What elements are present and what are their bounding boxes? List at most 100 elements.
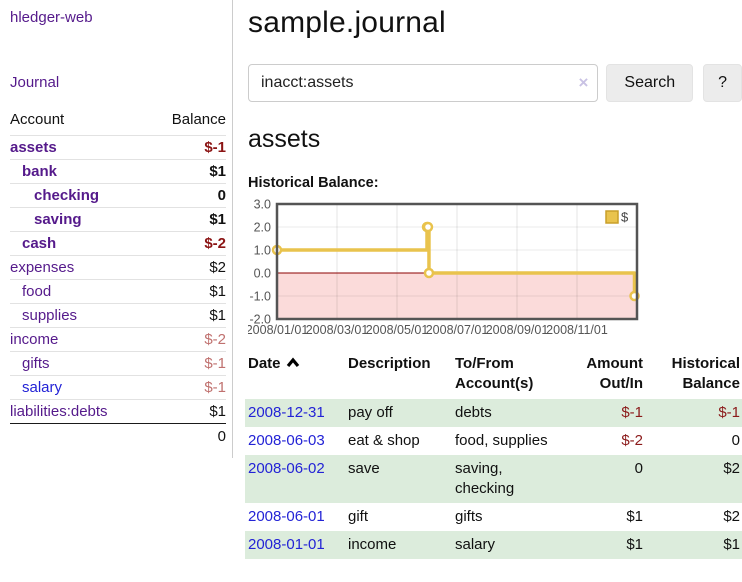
account-link-gifts[interactable]: gifts [10,355,50,372]
transaction-balance: $1 [645,531,742,559]
account-link-bank[interactable]: bank [10,163,57,180]
chart-legend: $ [603,209,633,226]
transaction-balance: $-1 [645,399,742,427]
column-header-description: Description [345,354,452,399]
transaction-amount: $-1 [565,399,645,427]
main-content: sample.journal × Search ? assets Histori… [233,0,742,582]
svg-text:2.0: 2.0 [254,221,271,235]
account-link-salary[interactable]: salary [10,379,62,396]
transaction-accounts: saving, checking [452,455,565,503]
transaction-balance: $2 [645,503,742,531]
transaction-row: 2008-06-03eat & shopfood, supplies$-20 [245,427,742,455]
sidebar-account-row: liabilities:debts $1 [10,400,226,424]
transaction-balance: $2 [645,455,742,503]
transaction-amount: $1 [565,503,645,531]
account-link-assets[interactable]: assets [10,139,57,156]
account-heading: assets [248,125,742,154]
sidebar-account-row: bank $1 [10,160,226,184]
transaction-row: 2008-06-01 giftgifts$1$2 [245,503,742,531]
account-balance: $-2 [149,232,226,256]
account-balance: $1 [149,208,226,232]
account-balance: $1 [149,280,226,304]
sidebar-account-row: expenses $2 [10,256,226,280]
sidebar-account-row: income $-2 [10,328,226,352]
account-link-supplies[interactable]: supplies [10,307,77,324]
accounts-total-row: 0 [10,424,226,449]
sidebar-account-row: supplies$1 [10,304,226,328]
svg-text:2008/11/01: 2008/11/01 [546,323,608,337]
column-header-date[interactable]: Date [245,354,345,399]
account-link-checking[interactable]: checking [10,187,99,204]
transaction-row: 2008-06-02 savesaving, checking0$2 [245,455,742,503]
transaction-balance: 0 [645,427,742,455]
chart-title: Historical Balance: [248,175,742,191]
accounts-total-value: 0 [149,424,226,449]
transaction-row: 2008-01-01incomesalary$1$1 [245,531,742,559]
transaction-accounts: gifts [452,503,565,531]
column-header-balance: Historical Balance [645,354,742,399]
svg-text:0.0: 0.0 [254,267,271,281]
account-balance: $1 [149,400,226,424]
sidebar-account-row: gifts $-1 [10,352,226,376]
app-brand-link[interactable]: hledger-web [10,9,232,26]
transaction-amount: $-2 [565,427,645,455]
account-link-cash[interactable]: cash [10,235,56,252]
column-header-accounts: To/From Account(s) [452,354,565,399]
svg-text:-1.0: -1.0 [249,290,271,304]
transaction-description: income [345,531,452,559]
svg-text:1.0: 1.0 [254,244,271,258]
svg-text:2008/07/01: 2008/07/01 [426,323,489,337]
balance-column-header: Balance [149,107,226,136]
accounts-column-header: Account [10,107,149,136]
account-balance: $-2 [149,328,226,352]
help-button[interactable]: ? [703,64,742,102]
svg-text:2008/01/01: 2008/01/01 [248,323,308,337]
account-link-saving[interactable]: saving [10,211,82,228]
transaction-row: 2008-12-31pay offdebts$-1$-1 [245,399,742,427]
transaction-date-link[interactable]: 2008-06-01 [248,508,325,525]
sidebar-account-row: food $1 [10,280,226,304]
transaction-description: eat & shop [345,427,452,455]
transactions-table: Date Description To/From Account(s) Amou… [245,354,742,559]
transaction-description: pay off [345,399,452,427]
account-link-expenses[interactable]: expenses [10,259,74,276]
transaction-description: gift [345,503,452,531]
svg-text:3.0: 3.0 [254,198,271,212]
accounts-table: Account Balance assets$-1bank$1checking0… [10,107,226,448]
transaction-date-link[interactable]: 2008-01-01 [248,536,325,553]
account-balance: $-1 [149,376,226,400]
clear-search-icon[interactable]: × [578,73,588,93]
transaction-date-link[interactable]: 2008-06-02 [248,460,325,477]
column-header-amount: Amount Out/In [565,354,645,399]
sidebar-account-row: cash $-2 [10,232,226,256]
transaction-amount: $1 [565,531,645,559]
transaction-date-link[interactable]: 2008-06-03 [248,432,325,449]
svg-text:2008/05/01: 2008/05/01 [366,323,429,337]
sidebar-account-row: assets$-1 [10,136,226,160]
account-balance: 0 [149,184,226,208]
svg-text:2008/09/01: 2008/09/01 [486,323,549,337]
nav-journal-link[interactable]: Journal [10,74,232,91]
account-balance: $-1 [149,352,226,376]
sort-ascending-icon [286,357,300,368]
historical-balance-chart: $3.02.01.00.0-1.0-2.02008/01/012008/03/0… [248,198,742,340]
svg-text:$: $ [621,210,629,225]
account-link-liabilities-debts[interactable]: liabilities:debts [10,403,108,420]
search-input[interactable] [248,64,598,102]
account-balance: $1 [149,160,226,184]
transaction-accounts: debts [452,399,565,427]
search-form: × Search ? [248,64,742,102]
sidebar-account-row: checking 0 [10,184,226,208]
account-balance: $2 [149,256,226,280]
transaction-accounts: salary [452,531,565,559]
transaction-description: save [345,455,452,503]
chart-svg: $3.02.01.00.0-1.0-2.02008/01/012008/03/0… [248,198,742,340]
svg-text:2008/03/01: 2008/03/01 [306,323,369,337]
account-link-income[interactable]: income [10,331,58,348]
transaction-amount: 0 [565,455,645,503]
sidebar-account-row: salary $-1 [10,376,226,400]
account-link-food[interactable]: food [10,283,51,300]
transaction-date-link[interactable]: 2008-12-31 [248,404,325,421]
page-title: sample.journal [248,6,742,40]
search-button[interactable]: Search [606,64,693,102]
